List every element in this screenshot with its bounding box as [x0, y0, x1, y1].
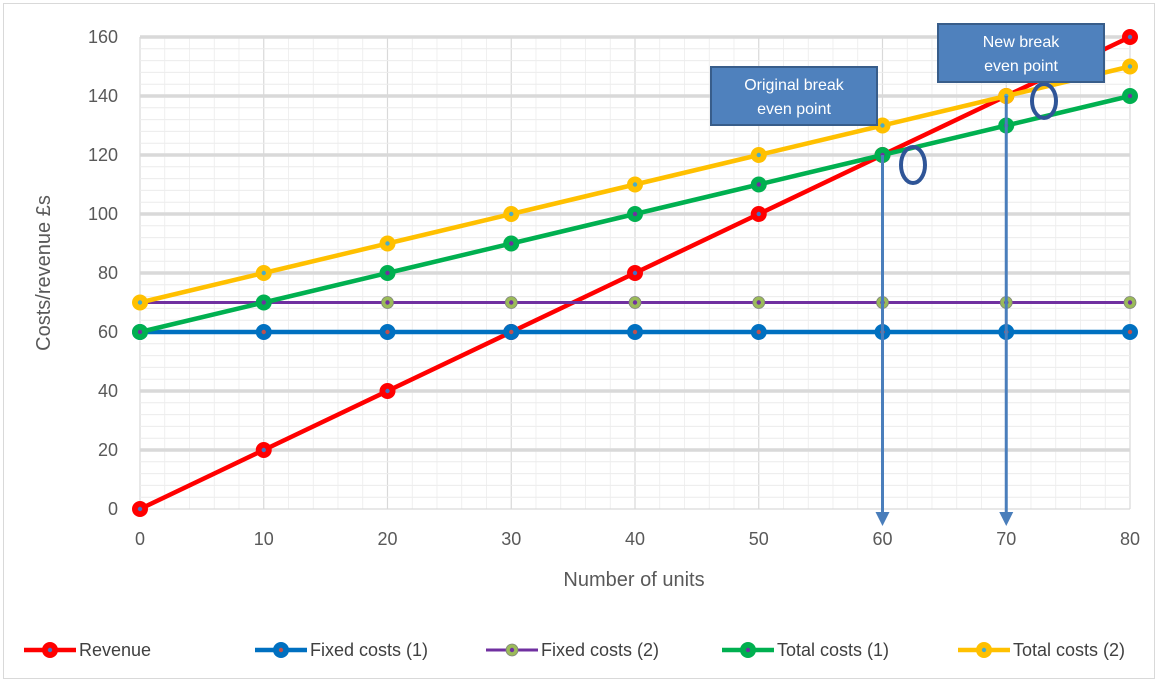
- y-axis-title: Costs/revenue £s: [33, 195, 55, 351]
- data-point-center: [261, 270, 266, 276]
- series-lines: [132, 29, 1138, 517]
- legend-item: Fixed costs (2): [486, 640, 659, 660]
- series-total-costs-1: [132, 88, 1138, 340]
- data-point-center: [1127, 34, 1133, 40]
- x-tick-label: 20: [377, 529, 397, 549]
- data-point-center: [632, 300, 638, 305]
- legend-marker-center: [745, 647, 751, 653]
- legend-item: Revenue: [24, 640, 151, 660]
- annotation-label: even point: [757, 101, 831, 118]
- data-point-center: [632, 329, 638, 335]
- x-tick-label: 60: [872, 529, 892, 549]
- data-point-center: [632, 182, 638, 187]
- y-tick-label: 20: [98, 440, 118, 460]
- annotation-label: Original break: [744, 77, 845, 94]
- x-tick-label: 40: [625, 529, 645, 549]
- data-point-center: [261, 300, 266, 305]
- data-point-center: [1127, 300, 1133, 305]
- data-point-center: [261, 329, 266, 335]
- annotation-original-break-even: Original break even point: [710, 66, 927, 526]
- y-tick-label: 100: [88, 204, 118, 224]
- data-point-center: [385, 388, 390, 394]
- series-fixed-costs-1: [132, 324, 1138, 340]
- legend-item: Fixed costs (1): [255, 640, 428, 660]
- legend-item: Total costs (1): [722, 640, 889, 660]
- data-point-center: [756, 152, 761, 158]
- y-tick-label: 160: [88, 27, 118, 47]
- data-point-center: [1127, 64, 1133, 69]
- y-axis-ticks: 0 20 40 60 80 100 120 140 160: [88, 27, 118, 519]
- data-point-center: [509, 300, 514, 305]
- annotation-box: [937, 23, 1105, 83]
- data-point-center: [1127, 329, 1133, 335]
- data-point-center: [137, 506, 143, 512]
- legend-label: Total costs (1): [777, 640, 889, 660]
- legend-marker-center: [981, 647, 987, 653]
- legend-marker-center: [278, 647, 284, 653]
- y-tick-label: 80: [98, 263, 118, 283]
- annotation-label: New break: [983, 34, 1060, 51]
- x-axis-title: Number of units: [563, 569, 704, 591]
- x-axis-ticks: 0 10 20 30 40 50 60 70 80: [135, 529, 1140, 549]
- annotation-new-break-even: New break even point: [937, 23, 1105, 526]
- data-point-center: [137, 329, 143, 335]
- data-point-center: [756, 300, 761, 305]
- y-tick-label: 0: [108, 499, 118, 519]
- legend-label: Fixed costs (1): [310, 640, 428, 660]
- annotations: Original break even point New break even po…: [710, 23, 1105, 526]
- annotation-arrowhead: [875, 512, 890, 526]
- annotation-label: even point: [984, 58, 1058, 75]
- y-tick-label: 60: [98, 322, 118, 342]
- x-tick-label: 80: [1120, 529, 1140, 549]
- x-tick-label: 50: [749, 529, 769, 549]
- data-point-center: [756, 182, 761, 187]
- data-point-center: [385, 270, 390, 276]
- annotation-circle: [1030, 82, 1058, 120]
- x-tick-label: 10: [254, 529, 274, 549]
- annotation-arrowhead: [999, 512, 1014, 526]
- y-tick-label: 40: [98, 381, 118, 401]
- data-point-center: [385, 329, 390, 335]
- legend-label: Total costs (2): [1013, 640, 1125, 660]
- y-tick-label: 120: [88, 145, 118, 165]
- x-tick-label: 30: [501, 529, 521, 549]
- y-tick-label: 140: [88, 86, 118, 106]
- x-tick-label: 70: [996, 529, 1016, 549]
- annotation-circle: [899, 145, 927, 185]
- data-point-center: [1127, 93, 1133, 99]
- data-point-center: [880, 123, 885, 128]
- data-point-center: [385, 300, 390, 305]
- annotation-box: [710, 66, 878, 126]
- data-point-center: [137, 300, 143, 305]
- data-point-center: [509, 329, 514, 335]
- legend-label: Revenue: [79, 640, 151, 660]
- data-point-center: [756, 211, 761, 217]
- data-point-center: [509, 211, 514, 217]
- data-point-center: [632, 270, 638, 276]
- data-point-center: [632, 211, 638, 217]
- data-point-center: [261, 447, 266, 453]
- legend-marker-center: [509, 647, 515, 653]
- legend-label: Fixed costs (2): [541, 640, 659, 660]
- x-tick-label: 0: [135, 529, 145, 549]
- legend: Revenue Fixed costs (1) Fixed costs (2) Tot…: [24, 640, 1125, 660]
- legend-item: Total costs (2): [958, 640, 1125, 660]
- data-point-center: [509, 241, 514, 246]
- legend-marker-center: [47, 647, 53, 653]
- data-point-center: [756, 329, 761, 335]
- data-point-center: [385, 241, 390, 246]
